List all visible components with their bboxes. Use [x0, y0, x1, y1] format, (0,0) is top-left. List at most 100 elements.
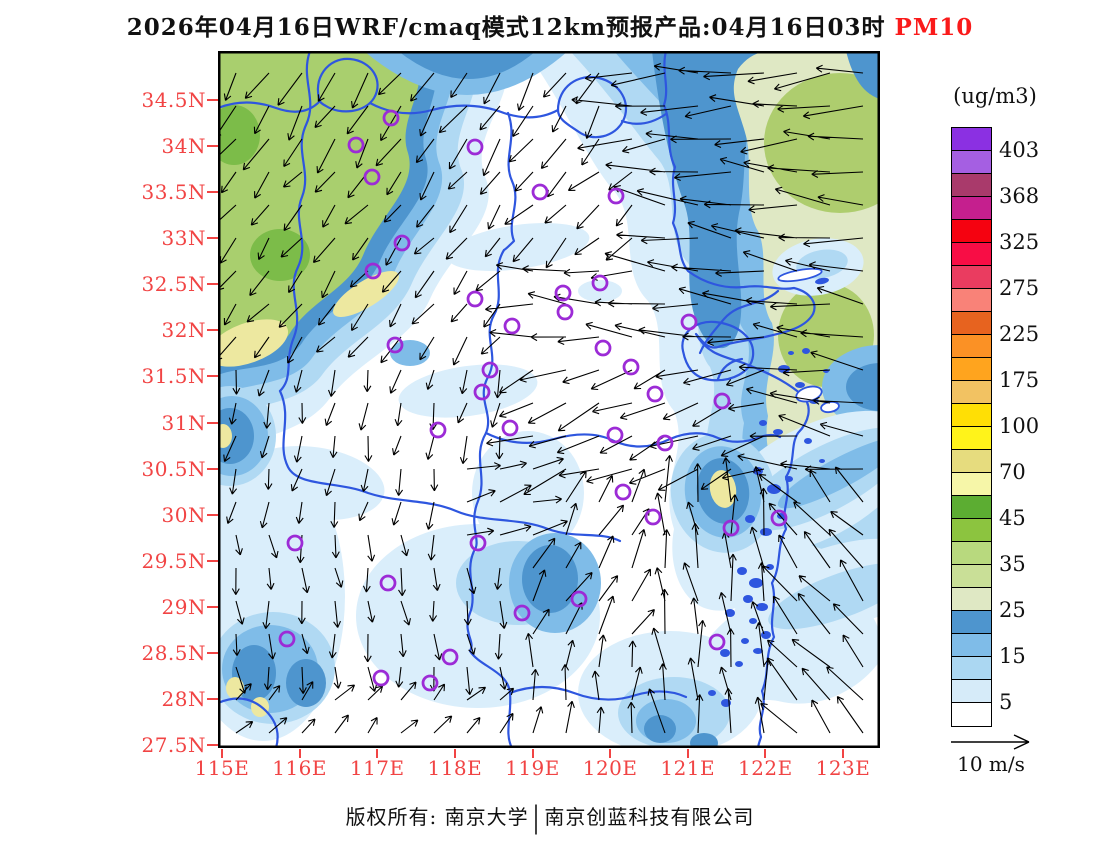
- lat-label: 33.5N: [141, 180, 206, 205]
- island: [767, 484, 781, 494]
- legend-value: 175: [999, 368, 1040, 392]
- station-marker: [363, 168, 381, 186]
- station-marker: [382, 109, 400, 127]
- lat-label: 29N: [161, 594, 206, 619]
- legend-cell: [952, 703, 991, 726]
- station-marker: [286, 534, 304, 552]
- station-marker: [570, 590, 588, 608]
- station-marker: [421, 674, 439, 692]
- legend-value: 45: [999, 506, 1026, 530]
- lat-label: 31.5N: [141, 364, 206, 389]
- station-marker: [513, 604, 531, 622]
- lat-label: 33N: [161, 226, 206, 251]
- station-marker: [708, 633, 726, 651]
- station-marker: [607, 187, 625, 205]
- map-area: [218, 51, 880, 748]
- lon-label: 119E: [505, 756, 560, 780]
- lon-tick: [298, 749, 301, 758]
- lat-tick: [207, 467, 218, 470]
- legend-unit-label: (ug/m3): [953, 84, 1037, 108]
- footer-separator: |: [532, 799, 541, 835]
- station-marker: [469, 534, 487, 552]
- legend-cell: [952, 151, 991, 174]
- island: [819, 459, 825, 463]
- lat-label: 32.5N: [141, 272, 206, 297]
- lon-label: 123E: [815, 756, 871, 780]
- lon-label: 115E: [194, 756, 250, 780]
- wind-scale-label: 10 m/s: [957, 752, 1025, 776]
- legend-value: 15: [999, 644, 1026, 668]
- legend-cell: [952, 565, 991, 588]
- lon-tick: [609, 749, 612, 758]
- legend-cell: [952, 496, 991, 519]
- fill-region: [690, 733, 718, 748]
- lon-tick: [842, 749, 844, 758]
- island: [761, 631, 771, 639]
- legend-cell: [952, 542, 991, 565]
- station-marker: [591, 274, 609, 292]
- island: [708, 690, 716, 696]
- fill-region: [446, 223, 590, 271]
- boundary-line: [316, 57, 379, 113]
- station-marker: [386, 336, 404, 354]
- station-marker: [372, 669, 390, 687]
- color-scale-bar: [951, 127, 992, 727]
- island: [788, 351, 794, 355]
- lat-label: 31N: [161, 410, 206, 435]
- station-marker: [429, 421, 447, 439]
- station-marker: [531, 183, 549, 201]
- island: [735, 661, 743, 667]
- legend-value: 25: [999, 598, 1026, 622]
- fill-region: [226, 677, 244, 699]
- lat-label: 29.5N: [141, 548, 206, 573]
- copyright-footer: 版权所有: 南京大学 | 南京创蓝科技有限公司: [0, 799, 1100, 835]
- island: [760, 528, 772, 536]
- boundary-line: [620, 112, 668, 125]
- fill-region: [333, 271, 399, 317]
- island: [749, 618, 757, 624]
- lat-tick: [207, 375, 218, 378]
- boundary-line: [662, 51, 816, 748]
- lat-tick: [207, 191, 218, 194]
- island: [737, 567, 747, 575]
- fill-region: [398, 364, 538, 418]
- legend-value: 403: [999, 138, 1040, 162]
- legend-cell: [952, 220, 991, 243]
- legend-value: 225: [999, 322, 1040, 346]
- page-title: 2026年04月16日WRF/cmaq模式12km预报产品:04月16日03时 …: [0, 8, 1100, 42]
- lon-label: 118E: [427, 756, 483, 780]
- station-marker: [722, 519, 740, 537]
- fill-region: [522, 545, 578, 613]
- legend-cell: [952, 450, 991, 473]
- legend-cell: [952, 335, 991, 358]
- station-marker: [713, 392, 731, 410]
- legend-cell: [952, 680, 991, 703]
- boundary-line: [218, 697, 279, 748]
- island: [720, 649, 730, 657]
- boundary-line: [368, 101, 560, 119]
- fill-region: [846, 51, 880, 99]
- lat-tick: [207, 237, 218, 240]
- lon-tick: [453, 749, 456, 758]
- station-marker: [646, 385, 664, 403]
- lat-tick: [207, 744, 218, 746]
- fill-region: [218, 105, 260, 165]
- station-marker: [364, 262, 382, 280]
- island: [766, 564, 774, 570]
- legend-cell: [952, 519, 991, 542]
- legend-cell: [952, 657, 991, 680]
- station-marker: [556, 303, 574, 321]
- lat-tick: [207, 559, 218, 562]
- station-marker: [441, 648, 459, 666]
- fill-region: [218, 319, 289, 367]
- footer-owner: 版权所有: 南京大学: [345, 805, 529, 829]
- fill-region: [644, 715, 676, 743]
- lat-tick: [207, 99, 218, 101]
- legend-cell: [952, 473, 991, 496]
- fill-region: [768, 562, 880, 630]
- legend-cell: [952, 427, 991, 450]
- lon-tick: [376, 749, 379, 758]
- legend-value: 368: [999, 184, 1040, 208]
- lon-label: 117E: [349, 756, 405, 780]
- species-label: PM10: [894, 14, 974, 41]
